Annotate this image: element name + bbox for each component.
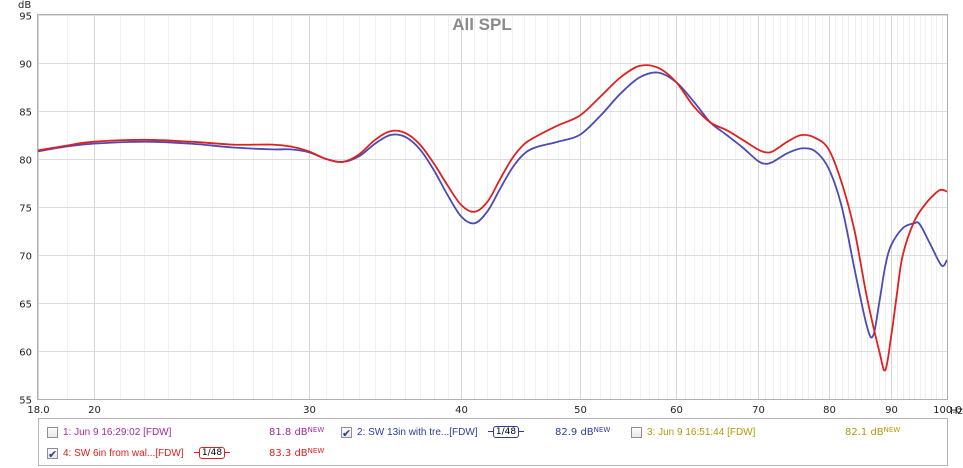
new-badge: NEW — [307, 426, 325, 434]
x-tick-label: 90 — [885, 405, 898, 416]
legend-label: 2: SW 13in with tre...[FDW] — [357, 427, 478, 438]
smoothing-badge: 1/48 — [199, 447, 225, 459]
curves — [37, 64, 948, 372]
legend-value-text: 82.9 dB — [555, 427, 594, 438]
y-tick-label: 60 — [19, 348, 32, 359]
legend-label: 4: SW 6in from wal...[FDW] — [63, 448, 184, 459]
legend-value: 82.1 dBNEW — [845, 423, 900, 443]
smoothing-badge: 1/48 — [493, 426, 519, 438]
legend-label: 3: Jun 9 16:51:44 [FDW] — [647, 427, 756, 438]
x-tick-label: 18.0 — [27, 405, 49, 416]
x-tick-label: 60 — [670, 405, 683, 416]
legend-panel: ✔1: Jun 9 16:29:02 [FDW]81.8 dBNEW✔2: SW… — [38, 418, 948, 466]
y-tick-label: 55 — [19, 396, 32, 407]
grid-lines — [38, 15, 948, 400]
legend-value: 83.3 dBNEW — [269, 444, 324, 464]
x-tick-label: 50 — [574, 405, 587, 416]
y-axis-label: dB — [18, 0, 31, 11]
legend-value-text: 82.1 dB — [845, 427, 884, 438]
legend-checkbox[interactable]: ✔ — [47, 427, 58, 438]
x-axis-ticks: 18.0 20 30 40 50 60 70 80 90 100.0 — [27, 405, 961, 416]
checkmark-icon: ✔ — [342, 428, 352, 440]
chart-title: All SPL — [452, 15, 512, 34]
legend-checkbox[interactable]: ✔ — [47, 448, 58, 461]
y-tick-label: 80 — [19, 156, 32, 167]
new-badge: NEW — [593, 426, 611, 434]
new-badge: NEW — [883, 426, 901, 434]
x-axis-unit: Hz — [950, 406, 963, 417]
checkmark-icon: ✔ — [48, 449, 58, 461]
x-tick-label: 40 — [455, 405, 468, 416]
series-line-2 — [37, 64, 948, 372]
y-axis-ticks: 55 60 65 70 75 80 85 90 95 — [19, 12, 32, 407]
x-tick-label: 20 — [88, 405, 101, 416]
legend-value-text: 81.8 dB — [269, 427, 308, 438]
y-tick-label: 70 — [19, 252, 32, 263]
plot-frame — [37, 14, 948, 400]
y-tick-label: 95 — [19, 12, 32, 23]
legend-value-text: 83.3 dB — [269, 448, 308, 459]
y-tick-label: 65 — [19, 300, 32, 311]
legend-checkbox[interactable]: ✔ — [341, 427, 352, 440]
legend-label: 1: Jun 9 16:29:02 [FDW] — [63, 427, 172, 438]
x-tick-label: 70 — [752, 405, 765, 416]
y-tick-label: 75 — [19, 204, 32, 215]
legend-value: 81.8 dBNEW — [269, 423, 324, 443]
y-tick-label: 90 — [19, 60, 32, 71]
y-tick-label: 85 — [19, 108, 32, 119]
series-line-1 — [37, 71, 948, 339]
legend-checkbox[interactable]: ✔ — [631, 427, 642, 438]
x-tick-label: 100.0 — [933, 405, 962, 416]
x-tick-label: 30 — [303, 405, 316, 416]
x-tick-label: 80 — [823, 405, 836, 416]
new-badge: NEW — [307, 447, 325, 455]
legend-value: 82.9 dBNEW — [555, 423, 610, 443]
